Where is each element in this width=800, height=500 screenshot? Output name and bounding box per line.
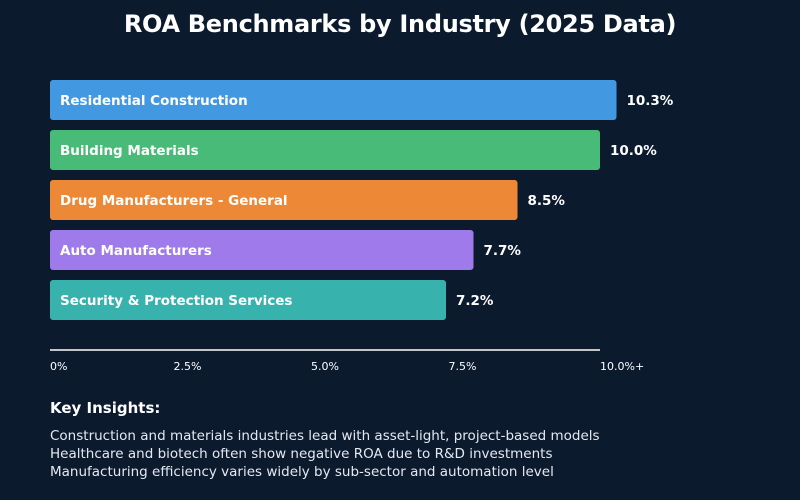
bar (50, 80, 617, 120)
bar-category-label: Building Materials (60, 143, 199, 159)
x-tick-label: 10.0%+ (600, 360, 644, 373)
insight-line: Manufacturing efficiency varies widely b… (50, 464, 554, 480)
chart-title: ROA Benchmarks by Industry (2025 Data) (123, 10, 677, 38)
bar-value-label: 8.5% (528, 193, 566, 209)
bar (50, 130, 600, 170)
x-tick-label: 2.5% (174, 360, 202, 373)
bar-value-label: 7.7% (484, 243, 522, 259)
key-insights: Key Insights: Construction and materials… (50, 399, 770, 481)
x-tick-label: 5.0% (311, 360, 339, 373)
bar-value-label: 10.0% (610, 143, 657, 159)
bar-value-label: 7.2% (456, 293, 494, 309)
x-tick-label: 0% (50, 360, 67, 373)
insights-heading: Key Insights: (50, 399, 161, 417)
insight-line: Construction and materials industries le… (50, 428, 600, 444)
bar-value-label: 10.3% (627, 93, 674, 109)
x-tick-label: 7.5% (449, 360, 477, 373)
bar (50, 180, 518, 220)
bar-category-label: Drug Manufacturers - General (60, 193, 288, 209)
bar-category-label: Residential Construction (60, 93, 248, 109)
insight-line: Healthcare and biotech often show negati… (50, 446, 553, 462)
bar-category-label: Auto Manufacturers (60, 243, 212, 259)
bar-category-label: Security & Protection Services (60, 293, 292, 309)
bar (50, 280, 446, 320)
bar (50, 230, 474, 270)
